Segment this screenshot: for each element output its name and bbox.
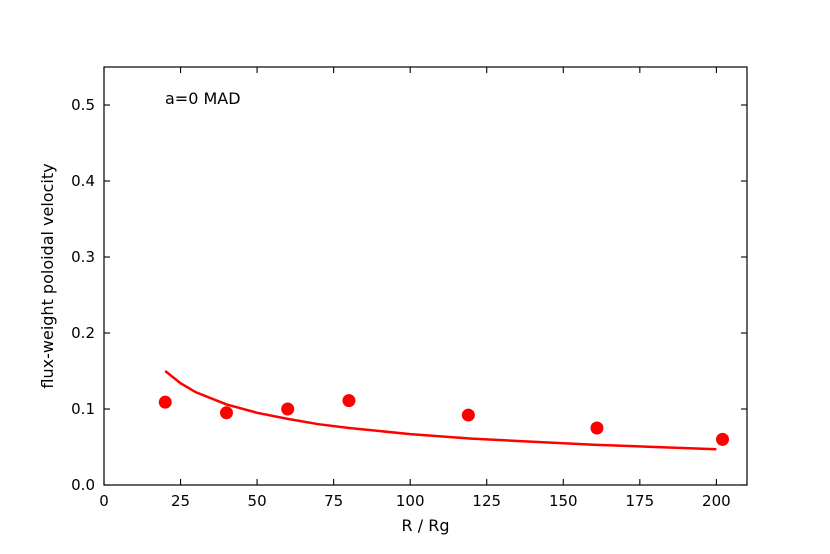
x-tick-label: 75	[324, 492, 343, 510]
x-tick-label: 125	[472, 492, 501, 510]
data-point	[219, 406, 233, 420]
data-point	[716, 432, 730, 446]
fit-curve-line	[164, 370, 717, 451]
y-tick-label: 0.0	[71, 476, 95, 494]
y-tick-label: 0.1	[71, 400, 95, 418]
y-axis-label: flux-weight poloidal velocity	[38, 163, 57, 388]
data-point	[461, 408, 475, 422]
x-tick-label: 100	[396, 492, 425, 510]
x-tick-label: 150	[549, 492, 578, 510]
x-tick-label: 0	[99, 492, 109, 510]
y-tick-label: 0.2	[71, 324, 95, 342]
y-tick-label: 0.4	[71, 172, 95, 190]
data-point	[158, 395, 172, 409]
x-axis-label: R / Rg	[402, 516, 450, 535]
annotation-text: a=0 MAD	[165, 89, 241, 108]
x-tick-label: 25	[171, 492, 190, 510]
data-point	[590, 421, 604, 435]
y-tick-label: 0.5	[71, 96, 95, 114]
data-point	[342, 394, 356, 408]
x-tick-label: 50	[248, 492, 267, 510]
data-point	[281, 402, 295, 416]
y-tick-label: 0.3	[71, 248, 95, 266]
x-tick-label: 175	[626, 492, 655, 510]
x-tick-label: 200	[702, 492, 731, 510]
plot-frame	[103, 66, 748, 486]
